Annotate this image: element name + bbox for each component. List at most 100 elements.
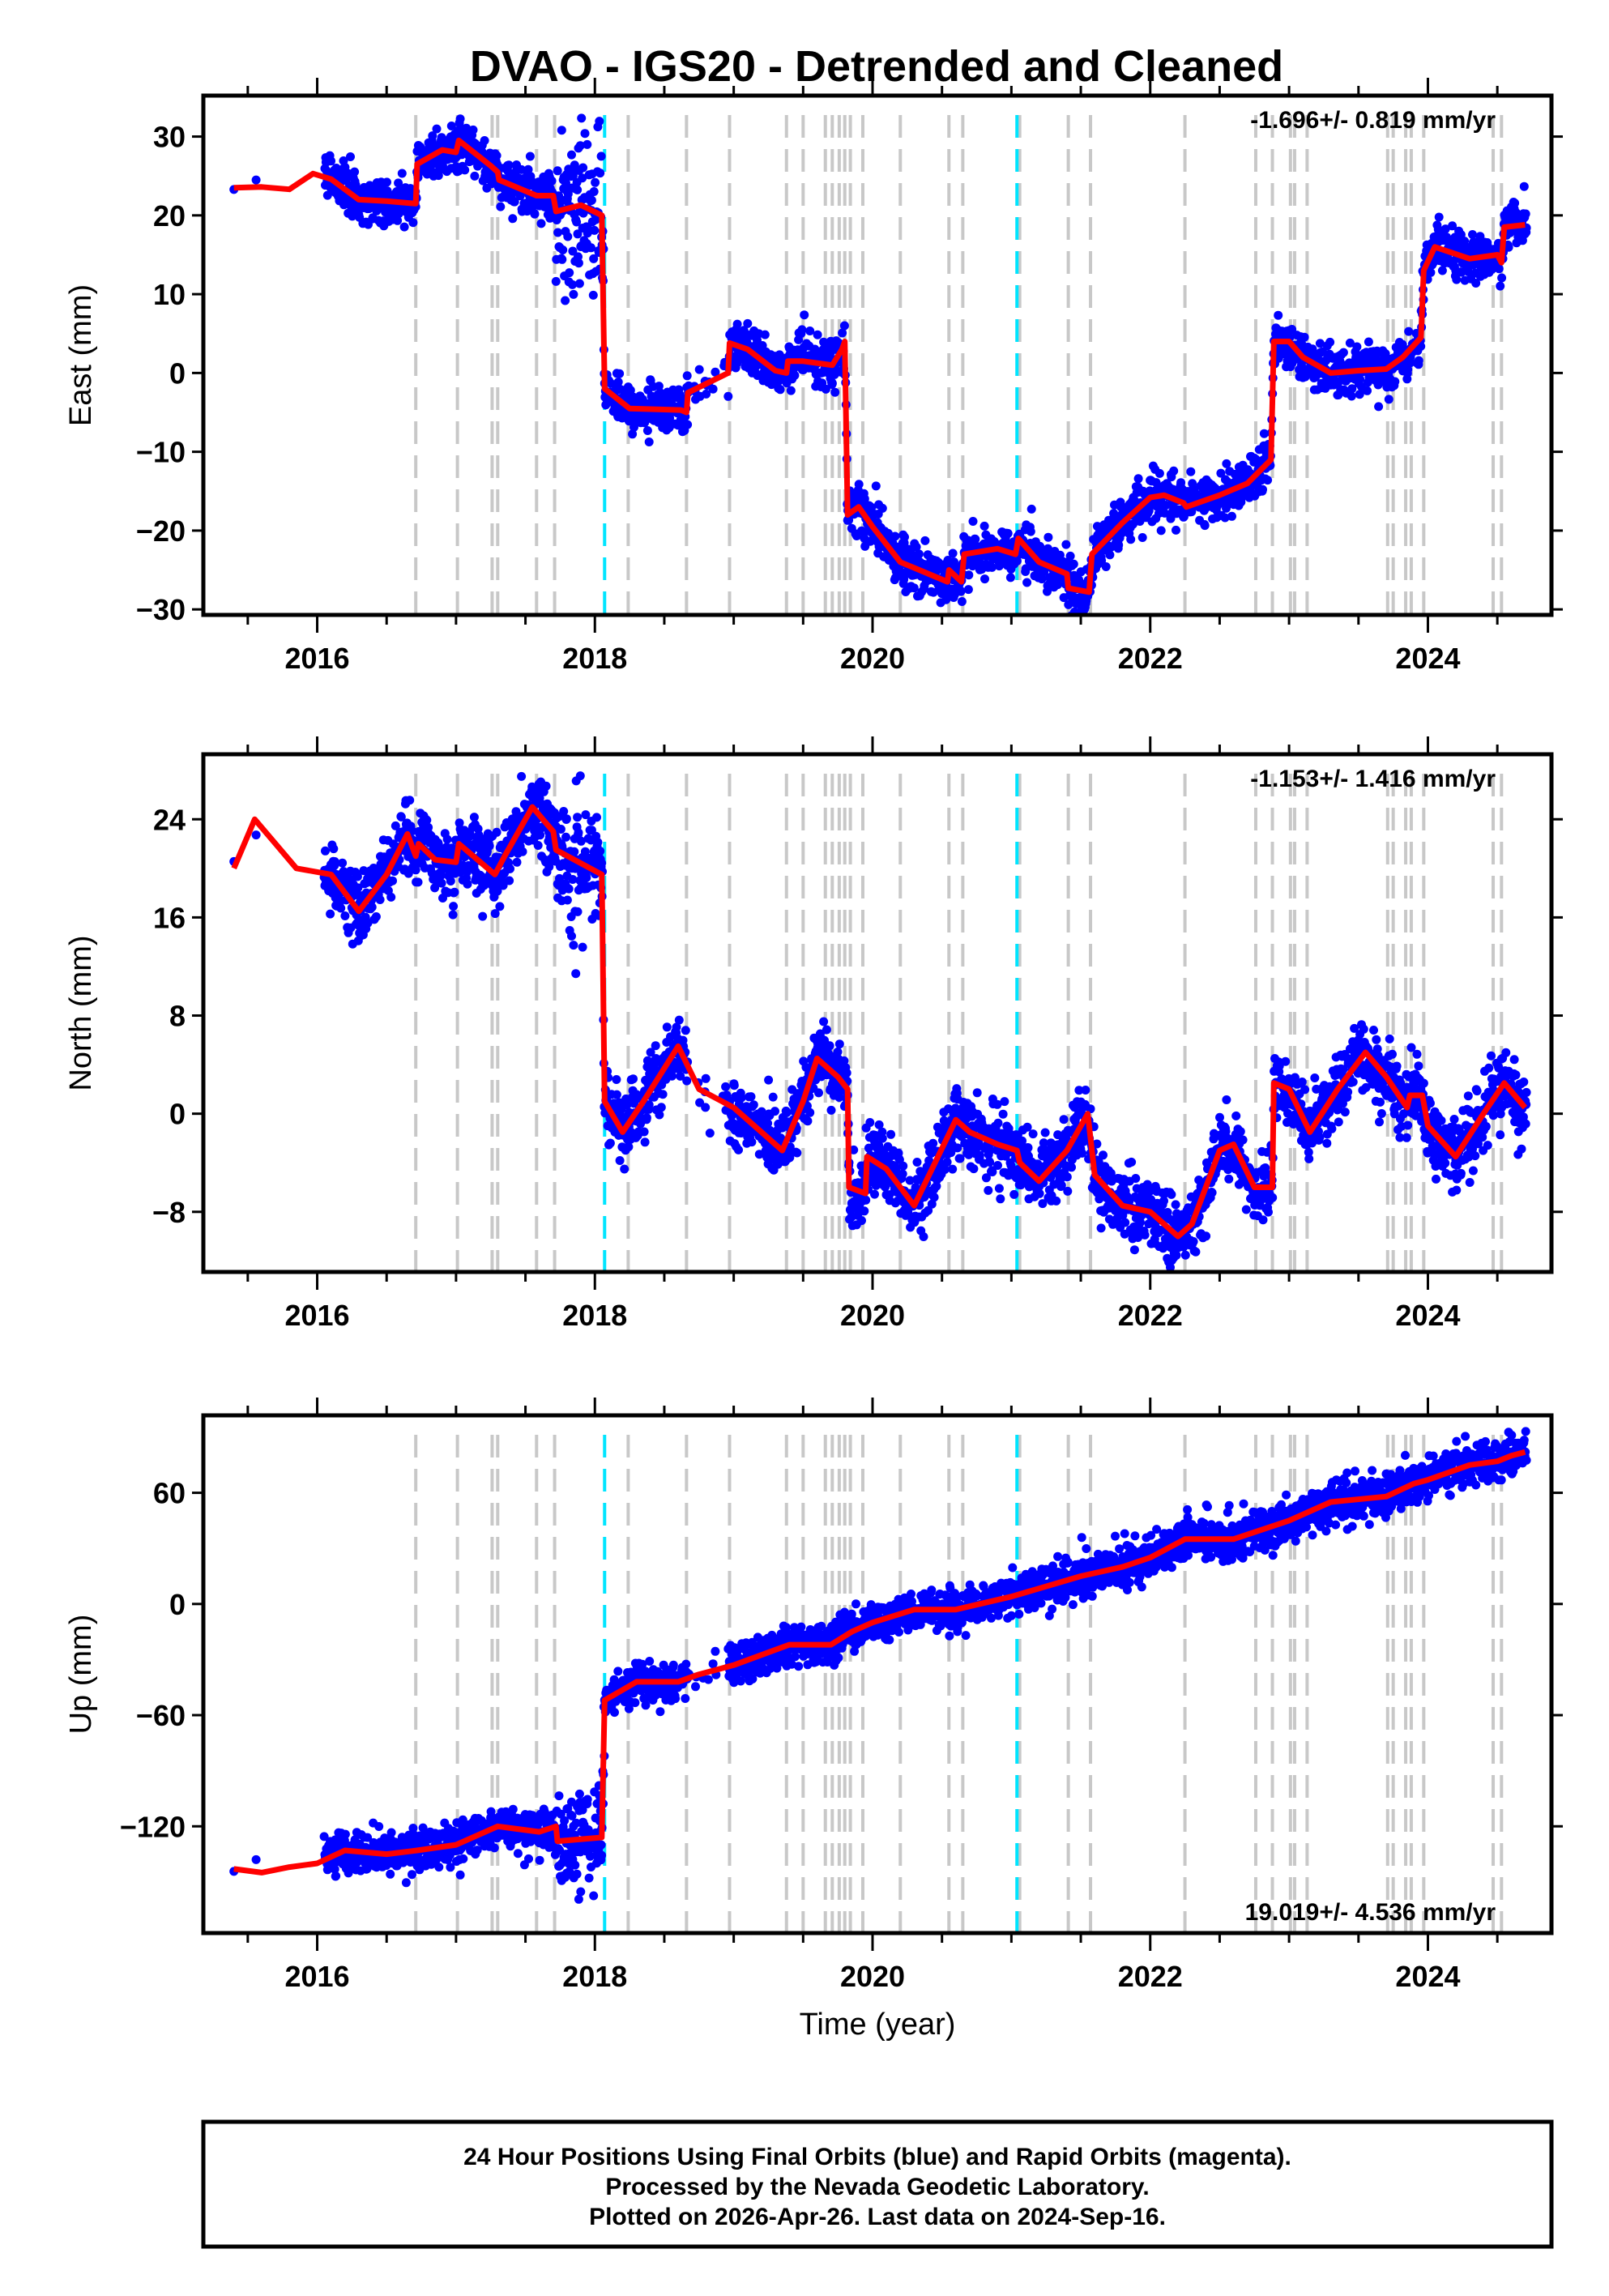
data-point bbox=[568, 246, 578, 256]
data-point bbox=[764, 1075, 774, 1085]
data-point bbox=[1259, 429, 1269, 438]
data-point bbox=[490, 909, 500, 919]
data-point bbox=[1338, 348, 1348, 357]
data-point bbox=[1220, 513, 1230, 523]
data-point bbox=[478, 911, 488, 921]
data-point bbox=[1037, 574, 1047, 584]
data-point bbox=[561, 296, 570, 305]
data-point bbox=[972, 1088, 982, 1098]
y-tick-label: −30 bbox=[136, 593, 186, 626]
data-point bbox=[975, 1150, 984, 1160]
data-point bbox=[968, 517, 978, 526]
data-point bbox=[672, 1022, 681, 1032]
data-point bbox=[622, 1100, 632, 1110]
data-point bbox=[993, 1118, 1003, 1128]
data-point bbox=[484, 841, 494, 851]
data-point bbox=[1355, 390, 1364, 399]
data-point bbox=[929, 1193, 939, 1202]
data-point bbox=[1062, 1172, 1072, 1182]
data-point bbox=[676, 1071, 685, 1081]
data-point bbox=[1063, 1186, 1073, 1196]
data-point bbox=[792, 1148, 802, 1158]
data-point bbox=[576, 836, 586, 846]
data-point bbox=[394, 178, 403, 188]
data-point bbox=[909, 583, 919, 593]
data-point bbox=[582, 873, 591, 882]
data-point bbox=[508, 214, 518, 224]
data-point bbox=[987, 562, 997, 572]
data-point bbox=[568, 875, 578, 884]
data-point bbox=[905, 1176, 915, 1185]
data-point bbox=[898, 1161, 908, 1171]
data-point bbox=[533, 841, 543, 850]
data-point bbox=[821, 384, 830, 394]
data-point bbox=[833, 1047, 843, 1056]
data-point bbox=[870, 1130, 880, 1140]
data-point bbox=[912, 1158, 922, 1167]
data-point bbox=[558, 245, 568, 254]
data-point bbox=[612, 1075, 621, 1084]
data-point bbox=[854, 480, 864, 489]
data-point bbox=[790, 370, 800, 380]
data-point bbox=[581, 810, 591, 820]
data-point bbox=[1263, 476, 1273, 485]
data-point bbox=[839, 1056, 849, 1065]
data-point bbox=[605, 1138, 615, 1148]
data-point bbox=[462, 123, 472, 133]
data-point bbox=[449, 902, 459, 911]
data-point bbox=[1352, 342, 1362, 352]
data-point bbox=[1504, 242, 1513, 252]
data-point bbox=[470, 171, 480, 181]
data-point bbox=[468, 125, 478, 134]
data-point bbox=[574, 279, 584, 288]
data-point bbox=[705, 1129, 715, 1138]
data-point bbox=[1437, 266, 1447, 275]
data-point bbox=[642, 426, 652, 435]
data-point bbox=[411, 865, 420, 875]
data-point bbox=[1081, 1086, 1090, 1095]
data-point bbox=[397, 169, 407, 178]
data-point bbox=[563, 232, 573, 241]
data-point bbox=[495, 902, 505, 911]
data-point bbox=[544, 862, 554, 872]
data-point bbox=[504, 160, 514, 170]
data-point bbox=[561, 814, 571, 824]
data-point bbox=[330, 857, 339, 866]
data-point bbox=[505, 876, 514, 886]
data-point bbox=[1345, 338, 1355, 348]
data-point bbox=[568, 280, 577, 289]
data-point bbox=[480, 136, 489, 145]
data-point bbox=[963, 585, 973, 595]
data-point bbox=[567, 150, 576, 160]
data-point bbox=[948, 1164, 958, 1174]
data-point bbox=[615, 369, 625, 378]
data-point bbox=[1129, 1245, 1139, 1255]
data-point bbox=[644, 437, 654, 446]
data-point bbox=[642, 1113, 651, 1123]
data-point bbox=[1096, 1223, 1106, 1233]
data-point bbox=[646, 1048, 655, 1057]
data-point bbox=[629, 1074, 638, 1084]
data-point bbox=[578, 163, 588, 173]
data-point bbox=[732, 359, 742, 368]
data-point bbox=[515, 191, 525, 201]
data-point bbox=[628, 429, 638, 439]
data-point bbox=[1022, 578, 1032, 587]
data-point bbox=[993, 1161, 1002, 1170]
data-point bbox=[422, 815, 432, 825]
data-point bbox=[553, 166, 562, 176]
data-point bbox=[251, 830, 261, 840]
data-point bbox=[559, 807, 569, 816]
data-point bbox=[569, 289, 578, 299]
data-point bbox=[940, 1165, 950, 1174]
data-point bbox=[681, 1026, 690, 1035]
data-point bbox=[551, 276, 561, 286]
y-tick-label: −10 bbox=[136, 436, 186, 469]
data-point bbox=[565, 268, 574, 278]
data-point bbox=[979, 521, 989, 531]
data-point bbox=[1120, 1218, 1130, 1227]
data-point bbox=[405, 796, 415, 805]
data-point bbox=[822, 1025, 831, 1035]
y-tick-label: 0 bbox=[169, 356, 186, 390]
